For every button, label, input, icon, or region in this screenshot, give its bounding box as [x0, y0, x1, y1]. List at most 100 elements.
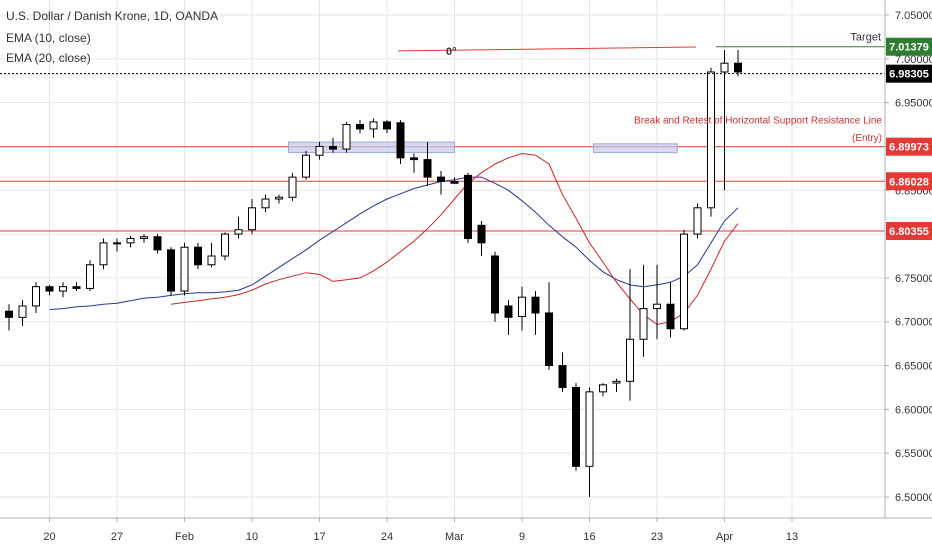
- candle: [558, 352, 567, 392]
- ema20-legend[interactable]: EMA (20, close): [6, 51, 91, 65]
- price-tags: 6.89973 6.86028 6.80355 7.01379 6.98305: [886, 37, 932, 240]
- candle: [113, 238, 121, 252]
- ema10-legend[interactable]: EMA (10, close): [6, 31, 91, 45]
- candle: [585, 387, 594, 497]
- candle-body: [72, 286, 81, 289]
- candle-body: [288, 176, 297, 198]
- candle: [477, 220, 486, 256]
- candle: [45, 284, 54, 296]
- candle-body: [167, 249, 175, 292]
- candle-body: [45, 286, 54, 292]
- price-tick-label: 6.95000: [895, 98, 932, 110]
- chart-title: U.S. Dollar / Danish Krone, 1D, OANDA: [6, 9, 219, 23]
- candle: [369, 118, 378, 138]
- time-tick-label: Apr: [716, 531, 733, 543]
- candle-body: [315, 145, 324, 156]
- candle-body: [275, 196, 283, 200]
- candle: [396, 120, 405, 164]
- candle: [99, 238, 108, 270]
- candle-body: [207, 255, 216, 266]
- price-axis[interactable]: 7.050007.000006.950006.900006.850006.800…: [884, 0, 932, 518]
- candle-body: [180, 246, 189, 292]
- candle-body: [369, 121, 378, 130]
- candle: [504, 299, 513, 335]
- price-tick-label: 6.65000: [895, 361, 932, 373]
- candle-body: [504, 305, 513, 318]
- candle: [207, 242, 216, 268]
- candle: [234, 216, 243, 239]
- candle: [248, 199, 256, 235]
- price-tick-label: 6.55000: [895, 448, 932, 460]
- time-tick-label: 16: [583, 531, 595, 543]
- time-tick-label: 24: [381, 531, 393, 543]
- candle-body: [126, 237, 135, 244]
- candle: [72, 282, 81, 292]
- candle-body: [464, 174, 472, 239]
- annotation-entry: (Entry): [852, 133, 882, 144]
- drawings: 0° Target Break and Retest of Horizontal…: [0, 32, 885, 144]
- time-tick-label: 20: [43, 531, 55, 543]
- candle: [18, 299, 27, 327]
- candle-body: [113, 242, 121, 245]
- level-price-tag-bg: [886, 137, 932, 156]
- candle-body: [329, 145, 337, 150]
- candle-body: [153, 236, 162, 251]
- candle: [693, 203, 702, 239]
- candle: [383, 120, 391, 134]
- candle: [140, 234, 148, 243]
- fib-line[interactable]: [397, 46, 697, 52]
- candle: [180, 242, 189, 296]
- candle: [261, 194, 270, 213]
- candle: [32, 282, 40, 313]
- time-tick-label: 27: [111, 531, 123, 543]
- candle: [464, 172, 472, 243]
- candle: [221, 232, 229, 261]
- level-price-tag: 6.89973: [889, 142, 929, 154]
- candle-body: [693, 207, 702, 235]
- time-tick-label: Mar: [445, 531, 464, 543]
- current-price-tag: 6.98305: [889, 69, 929, 81]
- candle-body: [248, 207, 256, 231]
- candle-body: [558, 365, 567, 388]
- candle-body: [221, 233, 229, 257]
- candle-body: [59, 286, 67, 292]
- candle: [86, 260, 94, 292]
- candles: [5, 50, 742, 497]
- candle-body: [383, 121, 391, 130]
- candle: [518, 286, 526, 331]
- candle-body: [518, 296, 526, 317]
- candle: [612, 378, 621, 392]
- level-price-tag: 6.86028: [889, 176, 929, 188]
- candle-body: [626, 338, 634, 382]
- candle: [329, 137, 337, 153]
- time-tick-label: 13: [786, 531, 798, 543]
- level-price-tag-bg: [886, 172, 932, 191]
- candle-body: [86, 264, 94, 289]
- candle-body: [491, 255, 499, 314]
- candle: [356, 120, 364, 134]
- target-price-tag-bg: [886, 37, 932, 56]
- candle: [342, 121, 351, 153]
- time-tick-label: 9: [519, 531, 525, 543]
- candle: [126, 235, 135, 248]
- candle-body: [32, 286, 40, 307]
- candle-body: [545, 312, 553, 367]
- candle: [302, 150, 310, 180]
- candle-body: [410, 157, 418, 161]
- price-tick-label: 7.05000: [895, 10, 932, 22]
- candle-body: [477, 224, 486, 244]
- retest-zone: [287, 141, 456, 154]
- candle-body: [599, 384, 607, 393]
- candle-body: [612, 380, 621, 384]
- candle-body: [302, 154, 310, 178]
- candle-body: [140, 236, 148, 239]
- candle: [288, 172, 297, 201]
- price-tick-label: 6.50000: [895, 492, 932, 504]
- time-tick-label: 23: [651, 531, 663, 543]
- candle: [437, 170, 445, 195]
- time-axis[interactable]: 20 27 Feb 10 17 24 Mar 9 16 23 Apr 13: [0, 517, 932, 543]
- time-tick-label: Feb: [175, 531, 194, 543]
- annotation-text: Break and Retest of Horizontal Support R…: [634, 116, 882, 127]
- candle: [275, 194, 283, 204]
